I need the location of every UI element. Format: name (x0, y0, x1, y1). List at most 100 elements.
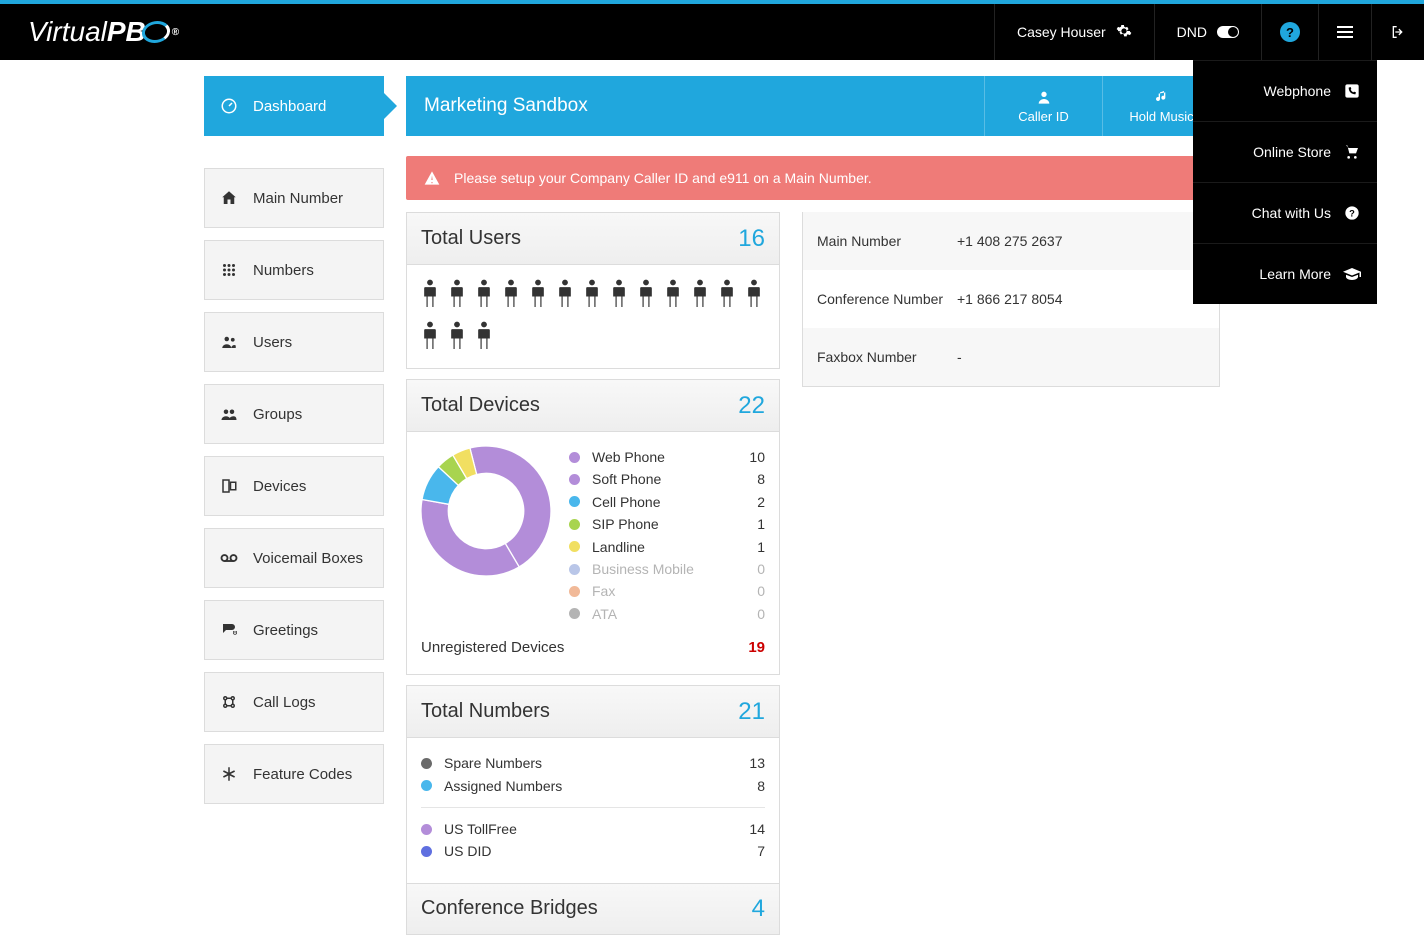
legend-label: Landline (592, 536, 645, 558)
person-icon (502, 279, 520, 312)
dropdown-item-chat[interactable]: Chat with Us ? (1193, 182, 1377, 243)
logout-button[interactable] (1371, 4, 1424, 60)
logs-icon (219, 692, 239, 712)
sidebar-item-greetings[interactable]: Greetings (204, 600, 384, 660)
legend-count: 14 (749, 818, 765, 840)
sidebar-item-voicemail-boxes[interactable]: Voicemail Boxes (204, 528, 384, 588)
users-count: 16 (738, 225, 765, 253)
legend-count: 0 (757, 580, 765, 602)
devices-legend: Web Phone10Soft Phone8Cell Phone2SIP Pho… (569, 446, 765, 625)
sidebar-item-call-logs[interactable]: Call Logs (204, 672, 384, 732)
asterisk-icon (219, 764, 239, 784)
legend-label: Web Phone (592, 446, 665, 468)
conference-count: 4 (752, 895, 765, 923)
group-icon (219, 404, 239, 424)
legend-dot-icon (569, 452, 580, 463)
info-label: Main Number (817, 233, 957, 249)
sidebar-item-label: Main Number (253, 190, 343, 207)
person-icon (610, 279, 628, 312)
dnd-toggle[interactable]: DND (1154, 4, 1261, 60)
legend-count: 8 (757, 468, 765, 490)
legend-label: US TollFree (444, 818, 517, 840)
legend-dot-icon (569, 519, 580, 530)
help-icon: ? (1280, 22, 1300, 42)
person-icon (691, 279, 709, 312)
devices-title: Total Devices (421, 394, 540, 417)
brand-logo[interactable]: VirtualPB® (28, 16, 179, 48)
sidebar-item-label: Feature Codes (253, 766, 352, 783)
legend-dot-icon (569, 608, 580, 619)
sidebar-item-main-number[interactable]: Main Number (204, 168, 384, 228)
dropdown-label: Chat with Us (1252, 205, 1331, 221)
sidebar-item-dashboard[interactable]: Dashboard (204, 76, 384, 136)
legend-count: 1 (757, 536, 765, 558)
legend-count: 13 (749, 752, 765, 774)
phone-square-icon (1343, 82, 1361, 100)
conference-title: Conference Bridges (421, 897, 598, 920)
person-icon (475, 321, 493, 354)
total-devices-card: Total Devices 22 Web Phone10Soft Phone8C… (406, 379, 780, 675)
users-title: Total Users (421, 227, 521, 250)
person-icon (583, 279, 601, 312)
legend-row: US TollFree 14 (421, 818, 765, 840)
sidebar-item-feature-codes[interactable]: Feature Codes (204, 744, 384, 804)
caller-id-button[interactable]: Caller ID (984, 76, 1102, 136)
legend-label: ATA (592, 603, 617, 625)
person-icon (448, 321, 466, 354)
legend-count: 7 (757, 840, 765, 862)
sidebar-item-label: Voicemail Boxes (253, 550, 363, 567)
devices-donut-chart (421, 446, 551, 576)
help-button[interactable]: ? (1261, 4, 1318, 60)
warning-icon (424, 170, 440, 186)
logout-icon (1390, 24, 1406, 40)
sidebar-item-label: Dashboard (253, 98, 326, 115)
dropdown-item-store[interactable]: Online Store (1193, 121, 1377, 182)
user-name-label: Casey Houser (1017, 24, 1106, 40)
person-icon (718, 279, 736, 312)
legend-dot-icon (569, 586, 580, 597)
legend-row: Spare Numbers13 (421, 752, 765, 774)
legend-label: US DID (444, 840, 491, 862)
legend-count: 0 (757, 558, 765, 580)
gauge-icon (219, 96, 239, 116)
user-icon (1036, 89, 1052, 105)
hold-music-label: Hold Music (1129, 109, 1193, 124)
legend-row: Assigned Numbers8 (421, 775, 765, 797)
greeting-icon (219, 620, 239, 640)
sidebar-item-users[interactable]: Users (204, 312, 384, 372)
sidebar-item-groups[interactable]: Groups (204, 384, 384, 444)
alert-text: Please setup your Company Caller ID and … (454, 170, 872, 186)
info-panel: Main Number+1 408 275 2637Conference Num… (802, 212, 1220, 387)
legend-dot-icon (421, 758, 432, 769)
hamburger-icon (1337, 26, 1353, 38)
gear-icon (1116, 23, 1132, 42)
legend-label: SIP Phone (592, 513, 659, 535)
sidebar-item-numbers[interactable]: Numbers (204, 240, 384, 300)
dropdown-item-learn[interactable]: Learn More (1193, 243, 1377, 304)
svg-text:?: ? (1349, 208, 1355, 218)
info-value: - (957, 349, 962, 365)
legend-row: SIP Phone 1 (569, 513, 765, 535)
numbers-title: Total Numbers (421, 700, 550, 723)
info-label: Faxbox Number (817, 349, 957, 365)
legend-dot-icon (421, 780, 432, 791)
legend-label: Cell Phone (592, 491, 661, 513)
numbers-legend: Spare Numbers13Assigned Numbers8 US TollF… (407, 738, 779, 883)
legend-dot-icon (569, 541, 580, 552)
legend-row: Landline 1 (569, 536, 765, 558)
legend-row: Cell Phone2 (569, 491, 765, 513)
sidebar-item-devices[interactable]: Devices (204, 456, 384, 516)
info-value: +1 408 275 2637 (957, 233, 1063, 249)
person-icon (421, 279, 439, 312)
total-users-card: Total Users 16 (406, 212, 780, 369)
user-icons (421, 279, 765, 354)
user-menu[interactable]: Casey Houser (994, 4, 1154, 60)
legend-label: Business Mobile (592, 558, 694, 580)
sidebar-item-label: Groups (253, 406, 302, 423)
legend-count: 1 (757, 513, 765, 535)
menu-button[interactable] (1318, 4, 1371, 60)
main-content: Marketing Sandbox Caller ID Hold Music P… (406, 76, 1220, 935)
sidebar-item-label: Devices (253, 478, 306, 495)
unregistered-label: Unregistered Devices (421, 639, 564, 656)
dropdown-item-webphone[interactable]: Webphone (1193, 60, 1377, 121)
